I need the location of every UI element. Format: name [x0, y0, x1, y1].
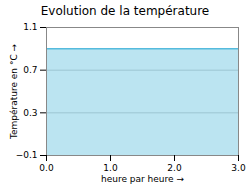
svg-text:2.0: 2.0 [167, 163, 182, 173]
svg-text:1.1: 1.1 [23, 22, 37, 32]
svg-text:3.0: 3.0 [231, 163, 246, 173]
svg-text:1.0: 1.0 [103, 163, 118, 173]
html-text:Evolution de la température: Evolution de la température [40, 4, 210, 18]
svg-text:heure par heure →: heure par heure → [101, 174, 184, 184]
svg-text:0.3: 0.3 [23, 108, 37, 118]
svg-text:Température en °C →: Température en °C → [9, 43, 19, 140]
svg-text:0.0: 0.0 [39, 163, 54, 173]
svg-text:−0.1: −0.1 [16, 150, 38, 160]
svg-text:0.7: 0.7 [23, 65, 37, 75]
